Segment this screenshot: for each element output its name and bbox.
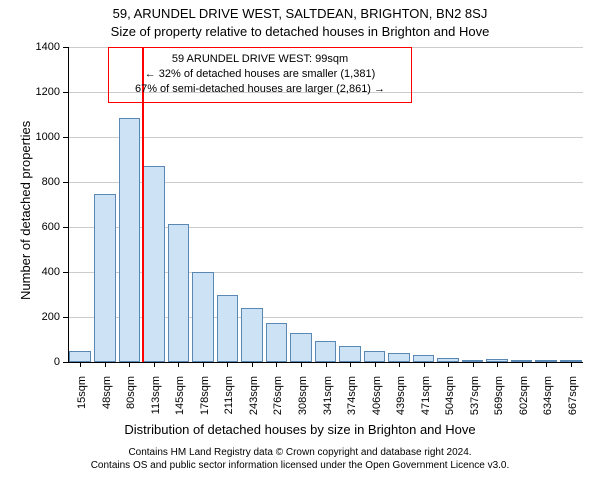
- y-tick-label: 1000: [20, 131, 60, 143]
- chart-footer: Contains HM Land Registry data © Crown c…: [0, 446, 600, 472]
- x-tick-mark: [326, 362, 327, 367]
- x-tick-label: 113sqm: [150, 376, 162, 426]
- y-tick-label: 600: [20, 221, 60, 233]
- histogram-bar: [192, 272, 214, 362]
- x-tick-label: 471sqm: [420, 376, 432, 426]
- x-tick-mark: [301, 362, 302, 367]
- x-tick-label: 667sqm: [567, 376, 579, 426]
- x-tick-mark: [522, 362, 523, 367]
- histogram-bar: [241, 308, 263, 362]
- x-tick-label: 374sqm: [346, 376, 358, 426]
- x-tick-mark: [154, 362, 155, 367]
- x-tick-mark: [497, 362, 498, 367]
- x-tick-label: 243sqm: [248, 376, 260, 426]
- chart-container: { "title_line1": "59, ARUNDEL DRIVE WEST…: [0, 0, 600, 500]
- histogram-bar: [486, 359, 508, 362]
- x-tick-label: 439sqm: [395, 376, 407, 426]
- footer-line2: Contains OS and public sector informatio…: [0, 459, 600, 472]
- annotation-line2: ← 32% of detached houses are smaller (1,…: [119, 67, 401, 82]
- x-tick-mark: [178, 362, 179, 367]
- chart-title-line2: Size of property relative to detached ho…: [0, 24, 600, 39]
- histogram-bar: [266, 323, 288, 362]
- x-tick-mark: [276, 362, 277, 367]
- grid-line: [68, 137, 583, 138]
- x-tick-label: 634sqm: [542, 376, 554, 426]
- histogram-bar: [413, 355, 435, 362]
- x-tick-mark: [424, 362, 425, 367]
- x-tick-label: 145sqm: [174, 376, 186, 426]
- y-tick-label: 800: [20, 176, 60, 188]
- histogram-bar: [364, 351, 386, 362]
- x-tick-label: 341sqm: [322, 376, 334, 426]
- x-tick-label: 406sqm: [371, 376, 383, 426]
- x-tick-label: 308sqm: [297, 376, 309, 426]
- x-tick-mark: [252, 362, 253, 367]
- histogram-bar: [143, 166, 165, 362]
- x-tick-label: 602sqm: [518, 376, 530, 426]
- histogram-bar: [69, 351, 91, 362]
- chart-title-line1: 59, ARUNDEL DRIVE WEST, SALTDEAN, BRIGHT…: [0, 6, 600, 21]
- x-tick-label: 504sqm: [444, 376, 456, 426]
- x-tick-mark: [105, 362, 106, 367]
- histogram-bar: [560, 360, 582, 362]
- x-tick-label: 569sqm: [493, 376, 505, 426]
- y-tick-label: 400: [20, 266, 60, 278]
- histogram-bar: [168, 224, 190, 362]
- histogram-bar: [437, 358, 459, 363]
- histogram-bar: [535, 360, 557, 362]
- y-tick-label: 0: [20, 356, 60, 368]
- x-tick-label: 537sqm: [469, 376, 481, 426]
- histogram-bar: [315, 341, 337, 362]
- x-tick-mark: [375, 362, 376, 367]
- annotation-line3: 67% of semi-detached houses are larger (…: [119, 82, 401, 97]
- x-tick-mark: [129, 362, 130, 367]
- x-tick-label: 211sqm: [223, 376, 235, 426]
- x-tick-label: 178sqm: [199, 376, 211, 426]
- histogram-bar: [511, 360, 533, 362]
- histogram-bar: [388, 353, 410, 362]
- x-tick-mark: [399, 362, 400, 367]
- histogram-bar: [217, 295, 239, 363]
- footer-line1: Contains HM Land Registry data © Crown c…: [0, 446, 600, 459]
- x-tick-label: 48sqm: [101, 376, 113, 426]
- histogram-bar: [119, 118, 141, 362]
- annotation-box: 59 ARUNDEL DRIVE WEST: 99sqm ← 32% of de…: [108, 47, 412, 103]
- x-tick-mark: [546, 362, 547, 367]
- y-tick-label: 1400: [20, 41, 60, 53]
- y-tick-label: 200: [20, 311, 60, 323]
- x-tick-label: 80sqm: [125, 376, 137, 426]
- x-tick-mark: [227, 362, 228, 367]
- x-tick-label: 15sqm: [76, 376, 88, 426]
- histogram-bar: [339, 346, 361, 362]
- x-tick-mark: [473, 362, 474, 367]
- x-tick-label: 276sqm: [272, 376, 284, 426]
- histogram-bar: [94, 194, 116, 362]
- x-tick-mark: [80, 362, 81, 367]
- histogram-bar: [290, 333, 312, 362]
- annotation-line1: 59 ARUNDEL DRIVE WEST: 99sqm: [119, 52, 401, 67]
- x-tick-mark: [203, 362, 204, 367]
- x-tick-mark: [571, 362, 572, 367]
- x-tick-mark: [448, 362, 449, 367]
- histogram-bar: [462, 360, 484, 362]
- y-tick-label: 1200: [20, 86, 60, 98]
- y-axis-line: [68, 47, 69, 362]
- x-tick-mark: [350, 362, 351, 367]
